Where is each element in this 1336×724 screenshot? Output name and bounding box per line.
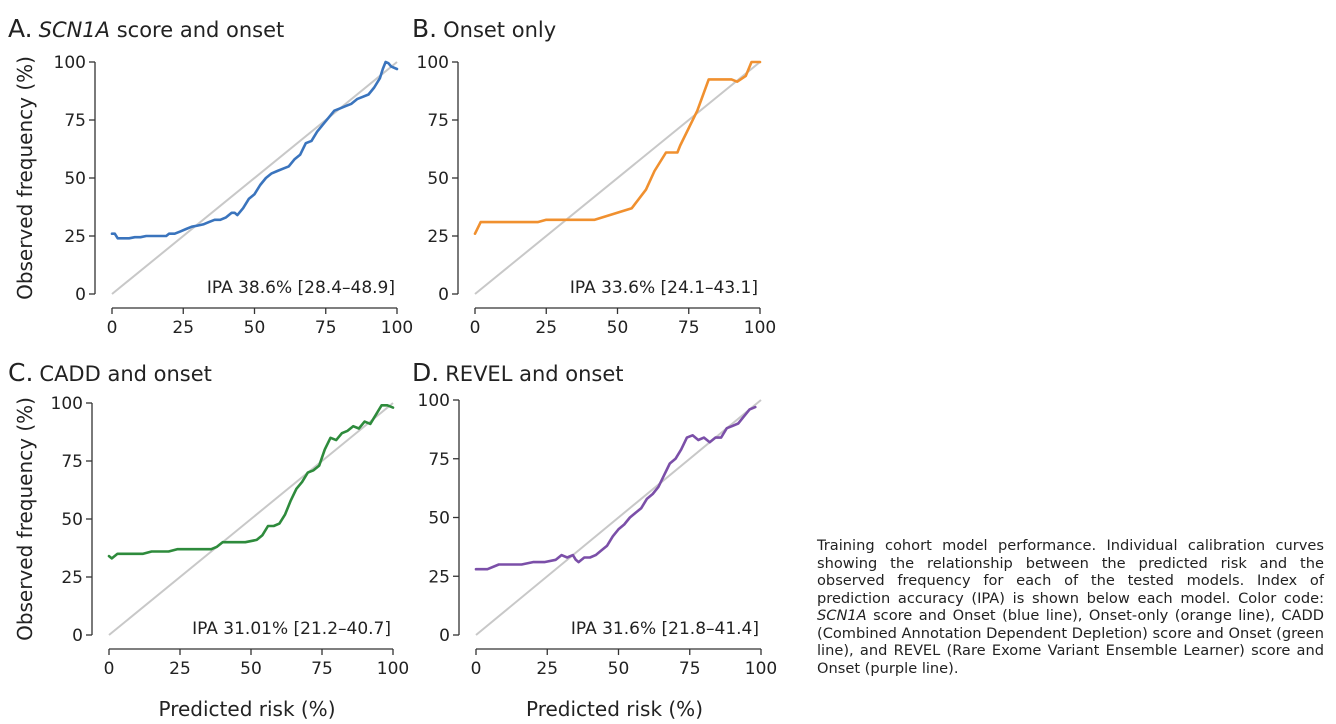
calibration-curve (110, 60, 399, 240)
ipa-annotation: IPA 38.6% [28.4–48.9] (207, 278, 395, 298)
y-tick-label: 100 (418, 391, 450, 411)
panel-letter: C. (8, 358, 33, 387)
x-tick-label: 25 (535, 318, 557, 338)
chart-panel-c: C. CADD and onset 0 25 50 75 100 0 25 50 75 100 Obse… (8, 358, 409, 721)
y-tick-label: 25 (64, 227, 86, 247)
x-tick-label: 75 (311, 659, 333, 679)
reference-line (108, 402, 394, 636)
y-tick-label: 75 (61, 452, 83, 472)
x-tick-label: 100 (377, 659, 409, 679)
x-tick-label: 75 (315, 318, 337, 338)
y-tick-label: 50 (64, 169, 86, 189)
panel-title-part: REVEL and onset (445, 362, 623, 386)
reference-line (111, 61, 398, 295)
caption-part: Training cohort model performance. Indiv… (817, 537, 1324, 607)
figure: A. SCN1A score and onset 0 25 50 75 100 0 25 50 75… (8, 14, 777, 721)
caption-part: SCN1A (817, 607, 867, 624)
y-tick-label: 75 (428, 450, 450, 470)
y-tick-label: 0 (438, 285, 449, 305)
x-tick-label: 0 (107, 318, 118, 338)
x-tick-label: 75 (678, 318, 700, 338)
y-tick-label: 75 (64, 111, 86, 131)
calibration-curve (474, 405, 757, 571)
y-tick-label: 100 (417, 53, 449, 73)
y-tick-label: 0 (72, 626, 83, 646)
y-tick-label: 0 (439, 626, 450, 646)
x-tick-label: 100 (745, 659, 777, 679)
x-tick-label: 0 (470, 318, 481, 338)
panel-title-part: score and onset (110, 18, 284, 42)
x-tick-label: 25 (169, 659, 191, 679)
y-tick-label: 25 (61, 568, 83, 588)
x-tick-label: 100 (744, 318, 776, 338)
panel-title-part: Onset only (443, 18, 556, 42)
figure-caption: Training cohort model performance. Indiv… (817, 537, 1324, 677)
ipa-annotation: IPA 33.6% [24.1–43.1] (570, 278, 758, 298)
x-tick-label: 75 (679, 659, 701, 679)
x-tick-label: 50 (607, 318, 629, 338)
calibration-curve (107, 403, 395, 560)
chart-panel-d: D. REVEL and onset 0 25 50 75 100 0 25 50 75 100 Pre… (412, 358, 777, 721)
y-tick-label: 50 (428, 509, 450, 529)
x-axis-label: Predicted risk (%) (526, 697, 703, 721)
reference-line (475, 399, 762, 636)
y-tick-label: 100 (51, 394, 83, 414)
panel-title-part: SCN1A (39, 18, 110, 42)
y-tick-label: 0 (75, 285, 86, 305)
y-tick-label: 50 (427, 169, 449, 189)
x-tick-label: 0 (104, 659, 115, 679)
y-axis-label: Observed frequency (%) (13, 56, 37, 300)
x-tick-label: 25 (172, 318, 194, 338)
ipa-annotation: IPA 31.01% [21.2–40.7] (192, 619, 391, 639)
y-tick-label: 25 (427, 227, 449, 247)
panel-title-part: CADD and onset (39, 362, 211, 386)
y-tick-label: 100 (54, 53, 86, 73)
panel-letter: B. (412, 14, 437, 43)
x-tick-label: 50 (244, 318, 266, 338)
y-tick-label: 75 (427, 111, 449, 131)
x-tick-label: 50 (608, 659, 630, 679)
panel-title: D. REVEL and onset (412, 358, 624, 387)
y-axis-label: Observed frequency (%) (13, 397, 37, 641)
x-tick-label: 100 (381, 318, 413, 338)
x-tick-label: 50 (240, 659, 262, 679)
y-tick-label: 50 (61, 510, 83, 530)
panel-letter: A. (8, 14, 33, 43)
y-tick-label: 25 (428, 567, 450, 587)
x-tick-label: 25 (536, 659, 558, 679)
calibration-curve (473, 60, 762, 235)
chart-panel-a: A. SCN1A score and onset 0 25 50 75 100 0 25 50 75… (8, 14, 413, 338)
x-axis-label: Predicted risk (%) (159, 697, 336, 721)
panel-letter: D. (412, 358, 439, 387)
reference-line (474, 61, 761, 295)
caption-part: score and Onset (blue line), Onset-only … (817, 607, 1324, 677)
panel-title: A. SCN1A score and onset (8, 14, 284, 43)
x-tick-label: 0 (471, 659, 482, 679)
ipa-annotation: IPA 31.6% [21.8–41.4] (571, 619, 759, 639)
chart-panel-b: B. Onset only 0 25 50 75 100 0 25 50 75 100 IPA 33.6… (412, 14, 776, 338)
panel-title: C. CADD and onset (8, 358, 212, 387)
panel-title: B. Onset only (412, 14, 556, 43)
